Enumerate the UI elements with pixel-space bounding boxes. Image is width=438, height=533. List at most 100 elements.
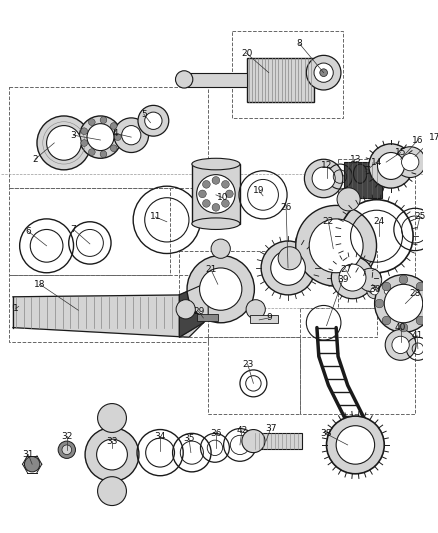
- Circle shape: [384, 284, 423, 323]
- Circle shape: [114, 118, 148, 152]
- Text: 25: 25: [414, 213, 426, 221]
- Circle shape: [312, 167, 335, 190]
- Circle shape: [37, 116, 91, 170]
- Circle shape: [359, 268, 381, 292]
- Text: 39: 39: [337, 275, 349, 284]
- Circle shape: [212, 204, 220, 211]
- Text: 9: 9: [266, 313, 272, 322]
- Bar: [197, 314, 218, 321]
- Bar: [208, 337, 300, 414]
- Circle shape: [46, 126, 81, 160]
- Circle shape: [226, 190, 233, 198]
- Text: 8: 8: [297, 39, 303, 49]
- Circle shape: [378, 152, 404, 180]
- Ellipse shape: [192, 158, 240, 170]
- Circle shape: [145, 112, 162, 130]
- Circle shape: [212, 176, 220, 184]
- Text: 7: 7: [71, 225, 76, 234]
- Bar: [300, 309, 415, 414]
- Text: 42: 42: [236, 426, 247, 435]
- Bar: [338, 159, 415, 309]
- Text: 21: 21: [205, 265, 217, 274]
- Circle shape: [339, 264, 366, 291]
- Circle shape: [380, 284, 396, 298]
- Circle shape: [122, 126, 141, 145]
- Circle shape: [198, 190, 206, 198]
- Text: 26: 26: [280, 203, 292, 212]
- Text: 38: 38: [320, 429, 331, 438]
- Text: 23: 23: [242, 360, 253, 369]
- Circle shape: [100, 117, 107, 124]
- Text: 28: 28: [410, 289, 421, 298]
- Circle shape: [110, 145, 117, 151]
- Circle shape: [309, 219, 363, 273]
- Bar: [179, 251, 377, 337]
- Circle shape: [271, 251, 305, 285]
- Circle shape: [367, 284, 382, 298]
- Circle shape: [369, 144, 413, 188]
- Circle shape: [384, 287, 392, 295]
- Circle shape: [202, 199, 210, 207]
- Bar: [9, 188, 170, 274]
- Circle shape: [331, 256, 374, 298]
- Text: 2: 2: [32, 155, 38, 164]
- Text: 35: 35: [183, 434, 195, 443]
- Text: 3: 3: [71, 131, 76, 140]
- Circle shape: [416, 316, 425, 325]
- Text: 29: 29: [193, 306, 204, 316]
- Circle shape: [197, 175, 235, 213]
- Text: 32: 32: [61, 432, 72, 441]
- Text: 6: 6: [25, 227, 31, 236]
- Ellipse shape: [192, 218, 240, 230]
- Circle shape: [395, 147, 426, 177]
- Circle shape: [16, 303, 21, 309]
- Bar: [247, 58, 314, 101]
- Circle shape: [397, 287, 404, 295]
- Circle shape: [62, 445, 71, 455]
- Circle shape: [399, 275, 408, 284]
- Text: 31: 31: [23, 450, 34, 459]
- Circle shape: [81, 128, 88, 134]
- Text: 12: 12: [321, 161, 332, 171]
- Circle shape: [306, 55, 341, 90]
- Text: 13: 13: [350, 155, 361, 164]
- Circle shape: [416, 282, 425, 291]
- Circle shape: [114, 134, 121, 141]
- Polygon shape: [179, 284, 208, 337]
- Circle shape: [320, 69, 328, 77]
- Circle shape: [79, 116, 122, 158]
- Circle shape: [385, 329, 416, 360]
- Text: 16: 16: [412, 135, 424, 144]
- Circle shape: [58, 441, 75, 458]
- Circle shape: [211, 239, 230, 259]
- Text: 14: 14: [371, 158, 382, 167]
- Circle shape: [100, 151, 107, 158]
- Circle shape: [337, 188, 360, 211]
- Circle shape: [393, 284, 408, 298]
- Circle shape: [176, 71, 193, 88]
- Circle shape: [261, 241, 315, 295]
- Bar: [254, 433, 301, 449]
- Bar: [9, 274, 208, 342]
- Circle shape: [98, 403, 127, 432]
- Circle shape: [242, 430, 265, 453]
- Circle shape: [87, 124, 114, 151]
- Circle shape: [326, 416, 384, 474]
- Circle shape: [382, 282, 391, 291]
- Circle shape: [304, 159, 343, 198]
- Text: 5: 5: [141, 110, 147, 118]
- Circle shape: [382, 316, 391, 325]
- Circle shape: [176, 300, 195, 319]
- Circle shape: [314, 63, 333, 82]
- Text: 15: 15: [395, 148, 406, 157]
- Text: 36: 36: [210, 429, 222, 438]
- Bar: [232, 31, 343, 118]
- Circle shape: [202, 181, 210, 188]
- Text: 41: 41: [411, 331, 423, 340]
- Circle shape: [399, 323, 408, 332]
- Text: 30: 30: [369, 285, 380, 294]
- Text: 17: 17: [428, 133, 438, 142]
- Circle shape: [200, 268, 242, 310]
- Text: 40: 40: [395, 323, 406, 332]
- Circle shape: [374, 274, 432, 333]
